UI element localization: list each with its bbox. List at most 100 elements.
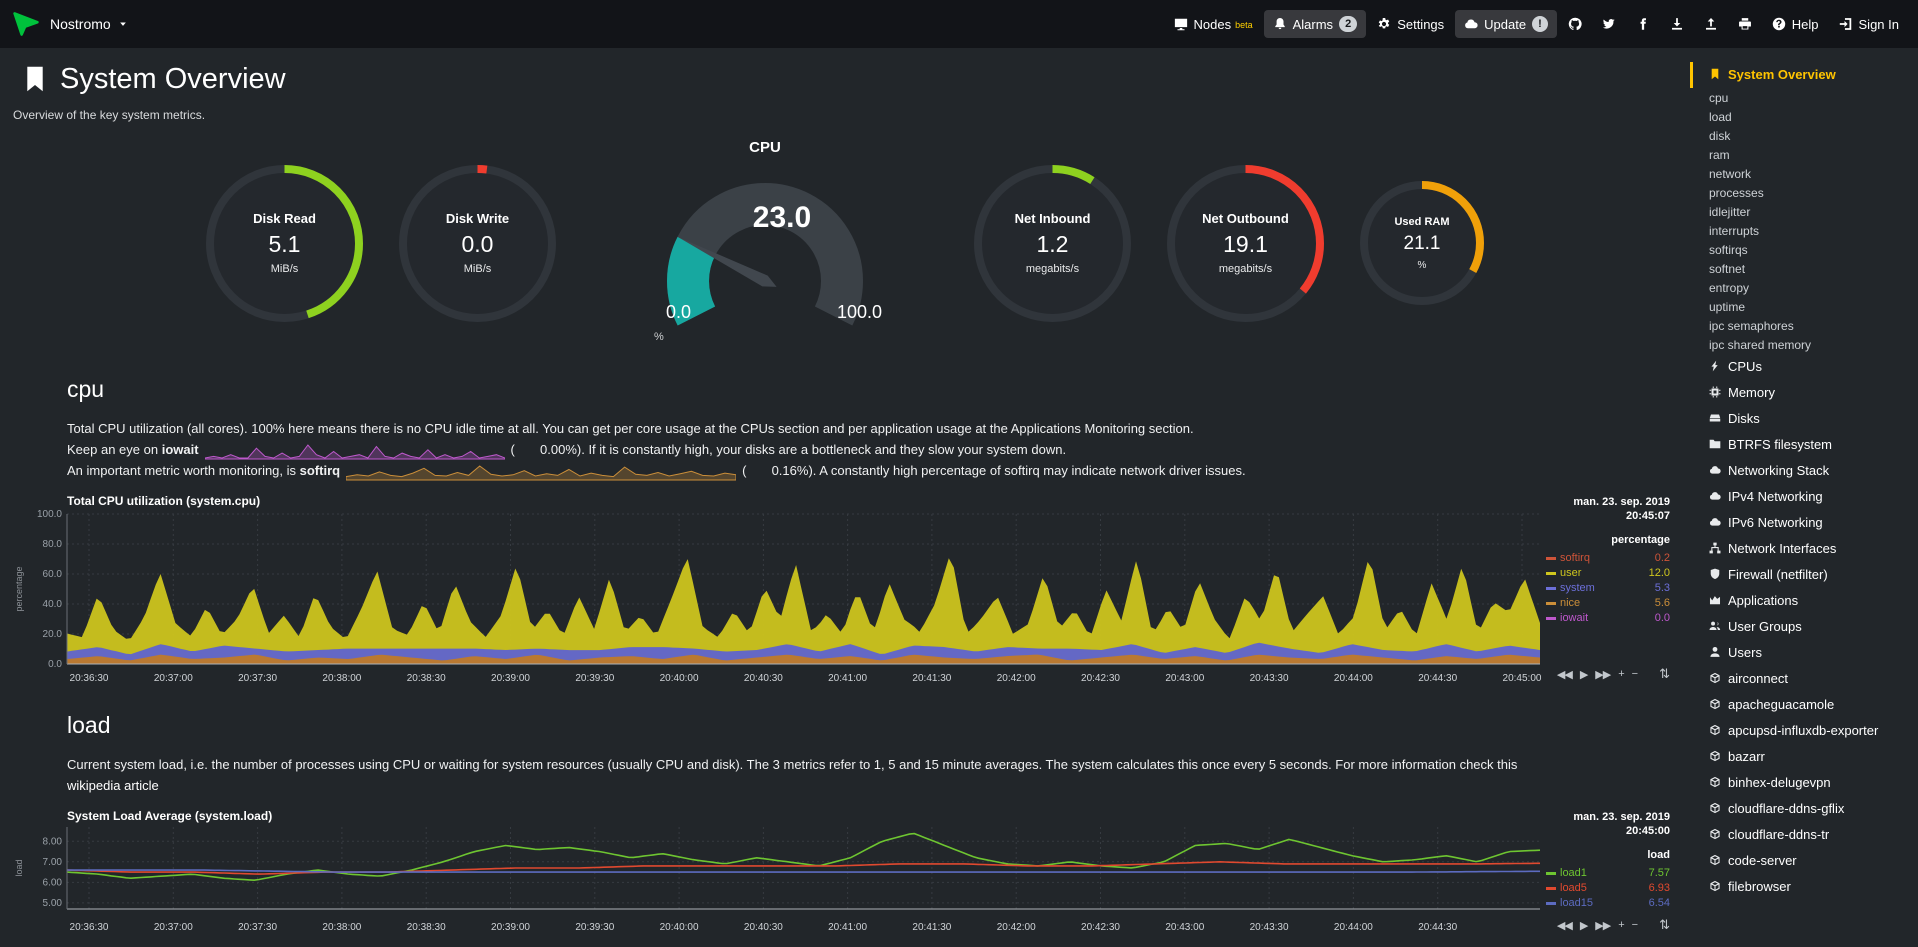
legend-swatch [1546, 886, 1556, 890]
menu-facebook[interactable] [1627, 11, 1659, 37]
sidebar-item-code-server[interactable]: code-server [1690, 848, 1918, 874]
menu-alarms[interactable]: Alarms 2 [1263, 10, 1367, 38]
skip-forward-button[interactable]: ▶▶ [1595, 668, 1611, 681]
svg-text:20:40:30: 20:40:30 [744, 673, 783, 684]
menu-import[interactable] [1695, 11, 1727, 37]
sidebar-item-label: apcupsd-influxdb-exporter [1728, 723, 1879, 738]
legend-name: load5 [1560, 882, 1587, 894]
legend-item-load5[interactable]: load5 6.93 [1546, 882, 1670, 894]
sidebar-item-label: interrupts [1709, 223, 1760, 238]
menu-settings[interactable]: Settings [1368, 11, 1453, 38]
sidebar-item-idlejitter[interactable]: idlejitter [1690, 202, 1918, 221]
zoom-in-button[interactable]: + [1618, 919, 1625, 931]
legend-name: system [1560, 582, 1595, 594]
menu-print[interactable] [1729, 11, 1761, 37]
zoom-out-button[interactable]: − [1631, 668, 1639, 680]
sidebar-item-cloudflare-ddns-tr[interactable]: cloudflare-ddns-tr [1690, 822, 1918, 848]
sidebar-item-binhex-delugevpn[interactable]: binhex-delugevpn [1690, 770, 1918, 796]
sidebar-item-cpu[interactable]: cpu [1690, 88, 1918, 107]
sidebar-item-processes[interactable]: processes [1690, 183, 1918, 202]
menu-label: Alarms [1292, 16, 1334, 32]
sidebar-item-uptime[interactable]: uptime [1690, 297, 1918, 316]
menu-github[interactable] [1559, 11, 1591, 37]
cube-icon [1707, 880, 1722, 892]
gauge-disk-write[interactable]: Disk Write 0.0 MiB/s [395, 161, 560, 326]
sidebar-item-ipv6-networking[interactable]: IPv6 Networking [1690, 510, 1918, 536]
sidebar-item-label: load [1709, 109, 1732, 124]
resize-handle[interactable]: ⇅ [1659, 666, 1670, 681]
sidebar-item-network[interactable]: network [1690, 164, 1918, 183]
sidebar-item-disks[interactable]: Disks [1690, 406, 1918, 432]
legend-item-system[interactable]: system 5.3 [1546, 582, 1670, 594]
sidebar-item-apacheguacamole[interactable]: apacheguacamole [1690, 692, 1918, 718]
gauge-used-ram[interactable]: Used RAM 21.1% [1356, 177, 1488, 309]
softirq-sparkline[interactable] [345, 461, 737, 481]
gauge-disk-read[interactable]: Disk Read 5.1 MiB/s [202, 161, 367, 326]
menu-signin[interactable]: Sign In [1830, 11, 1908, 38]
load-chart-plot[interactable]: 8.00 7.00 6.00 5.00 20:36:30 20:37:00 20:37:30… [10, 823, 1555, 935]
zoom-in-button[interactable]: + [1618, 668, 1625, 680]
netdata-logo[interactable] [12, 10, 40, 38]
sidebar-item-applications[interactable]: Applications [1690, 588, 1918, 614]
sidebar-item-ipc-shared-memory[interactable]: ipc shared memory [1690, 335, 1918, 354]
gauge-net-outbound[interactable]: Net Outbound 19.1 megabits/s [1163, 161, 1328, 326]
sidebar-item-label: System Overview [1728, 67, 1836, 82]
skip-back-button[interactable]: ◀◀ [1556, 668, 1573, 681]
sidebar-item-bazarr[interactable]: bazarr [1690, 744, 1918, 770]
sidebar-item-entropy[interactable]: entropy [1690, 278, 1918, 297]
sidebar-item-ipc-semaphores[interactable]: ipc semaphores [1690, 316, 1918, 335]
skip-back-button[interactable]: ◀◀ [1556, 919, 1573, 932]
sidebar-item-ram[interactable]: ram [1690, 145, 1918, 164]
sidebar-item-label: Disks [1728, 411, 1760, 426]
gauge-net-inbound[interactable]: Net Inbound 1.2 megabits/s [970, 161, 1135, 326]
sidebar-item-softirqs[interactable]: softirqs [1690, 240, 1918, 259]
sidebar-item-ipv4-networking[interactable]: IPv4 Networking [1690, 484, 1918, 510]
sidebar-item-interrupts[interactable]: interrupts [1690, 221, 1918, 240]
skip-forward-button[interactable]: ▶▶ [1595, 919, 1611, 932]
sidebar-item-firewall-netfilter[interactable]: Firewall (netfilter) [1690, 562, 1918, 588]
zoom-out-button[interactable]: − [1631, 919, 1639, 931]
resize-handle[interactable]: ⇅ [1659, 917, 1670, 932]
legend-item-user[interactable]: user 12.0 [1546, 567, 1670, 579]
sidebar-item-label: Memory [1728, 385, 1775, 400]
sidebar-item-btrfs-filesystem[interactable]: BTRFS filesystem [1690, 432, 1918, 458]
play-button[interactable]: ▶ [1579, 668, 1589, 681]
gauge-cpu[interactable]: CPU 23.0 0.0 100.0% [640, 139, 890, 347]
legend-item-nice[interactable]: nice 5.6 [1546, 597, 1670, 609]
sidebar-item-cloudflare-ddns-gflix[interactable]: cloudflare-ddns-gflix [1690, 796, 1918, 822]
iowait-sparkline[interactable] [204, 440, 506, 460]
menu-help[interactable]: Help [1763, 11, 1828, 38]
sidebar-item-apcupsd-influxdb-exporter[interactable]: apcupsd-influxdb-exporter [1690, 718, 1918, 744]
sidebar-item-filebrowser[interactable]: filebrowser [1690, 874, 1918, 900]
legend-item-softirq[interactable]: softirq 0.2 [1546, 552, 1670, 564]
sidebar-item-cpus[interactable]: CPUs [1690, 354, 1918, 380]
sidebar-item-disk[interactable]: disk [1690, 126, 1918, 145]
cpu-legend-items: softirq 0.2 user 12.0 system 5.3 nice 5.6 iowait… [1546, 552, 1670, 624]
sidebar-item-memory[interactable]: Memory [1690, 380, 1918, 406]
menu-nodes[interactable]: Nodes beta [1165, 11, 1262, 38]
menu-label: Update [1484, 16, 1527, 32]
sidebar-item-softnet[interactable]: softnet [1690, 259, 1918, 278]
sidebar-item-load[interactable]: load [1690, 107, 1918, 126]
svg-text:8.00: 8.00 [43, 836, 63, 847]
menu-export[interactable] [1661, 11, 1693, 37]
sidebar-item-system-overview[interactable]: System Overview [1690, 62, 1918, 88]
cpu-chart-plot[interactable]: 100.0 80.0 60.0 40.0 20.0 0.0 20:36:30 20:37:00… [10, 508, 1555, 686]
legend-item-load15[interactable]: load15 6.54 [1546, 897, 1670, 909]
sidebar-item-airconnect[interactable]: airconnect [1690, 666, 1918, 692]
menu-update[interactable]: Update! [1455, 10, 1557, 38]
menu-twitter[interactable] [1593, 11, 1625, 37]
wikipedia-link[interactable]: wikipedia article [67, 778, 159, 793]
export-icon [1670, 17, 1684, 31]
node-dropdown[interactable]: Nostromo [50, 16, 128, 32]
sidebar-item-network-interfaces[interactable]: Network Interfaces [1690, 536, 1918, 562]
play-button[interactable]: ▶ [1579, 919, 1589, 932]
svg-text:20:45:00: 20:45:00 [1503, 673, 1542, 684]
sidebar-item-user-groups[interactable]: User Groups [1690, 614, 1918, 640]
import-icon [1704, 17, 1718, 31]
legend-item-iowait[interactable]: iowait 0.0 [1546, 612, 1670, 624]
svg-text:20:44:30: 20:44:30 [1418, 922, 1457, 933]
legend-item-load1[interactable]: load1 7.57 [1546, 867, 1670, 879]
sidebar-item-networking-stack[interactable]: Networking Stack [1690, 458, 1918, 484]
sidebar-item-users[interactable]: Users [1690, 640, 1918, 666]
